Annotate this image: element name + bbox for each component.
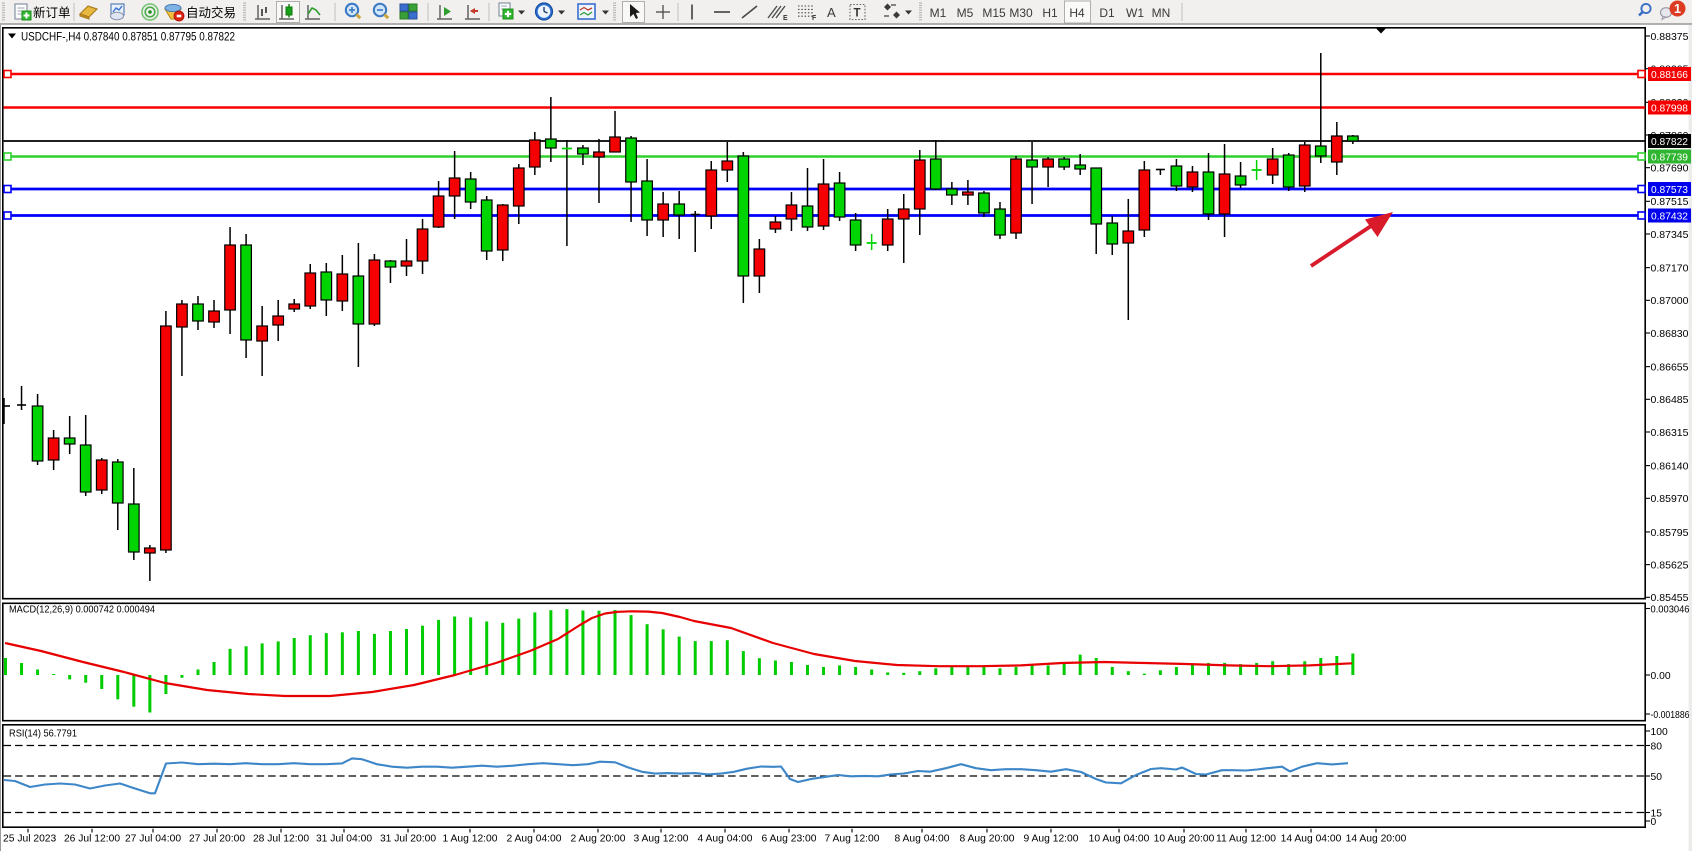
svg-text:80: 80 [1651,741,1663,752]
svg-text:7 Aug 12:00: 7 Aug 12:00 [825,834,880,845]
svg-text:T: T [854,8,861,20]
svg-text:0.85795: 0.85795 [1651,528,1689,539]
svg-text:F: F [812,15,817,22]
svg-text:15: 15 [1651,808,1663,819]
svg-text:0.00: 0.00 [1651,671,1671,682]
svg-text:0: 0 [1651,817,1657,828]
svg-text:0.87573: 0.87573 [1651,185,1688,196]
svg-text:50: 50 [1651,772,1663,783]
svg-text:M15: M15 [982,6,1006,20]
svg-text:0.85970: 0.85970 [1651,494,1689,505]
svg-text:0.87432: 0.87432 [1651,211,1688,222]
svg-text:11 Aug 12:00: 11 Aug 12:00 [1216,834,1276,845]
svg-text:0.87998: 0.87998 [1651,103,1688,114]
svg-text:M1: M1 [930,6,947,20]
svg-text:USDCHF-,H4 0.87840 0.87851 0.: USDCHF-,H4 0.87840 0.87851 0.87795 0.878… [21,30,235,44]
svg-text:0.86315: 0.86315 [1651,428,1689,439]
svg-text:W1: W1 [1126,6,1144,20]
svg-text:0.86655: 0.86655 [1651,362,1689,373]
svg-text:31 Jul 04:00: 31 Jul 04:00 [316,834,372,845]
svg-text:0.87690: 0.87690 [1651,163,1689,174]
svg-text:0.87822: 0.87822 [1651,137,1688,148]
svg-text:H1: H1 [1042,6,1058,20]
svg-text:E: E [783,15,788,22]
svg-text:31 Jul 20:00: 31 Jul 20:00 [380,834,436,845]
svg-text:RSI(14) 56.7791: RSI(14) 56.7791 [9,728,77,740]
svg-text:14 Aug 20:00: 14 Aug 20:00 [1346,834,1407,845]
svg-text:8 Aug 04:00: 8 Aug 04:00 [895,834,950,845]
svg-text:2 Aug 20:00: 2 Aug 20:00 [571,834,626,845]
svg-text:0.87515: 0.87515 [1651,197,1689,208]
svg-text:9 Aug 12:00: 9 Aug 12:00 [1024,834,1079,845]
svg-text:100: 100 [1651,727,1668,738]
svg-text:10 Aug 20:00: 10 Aug 20:00 [1154,834,1215,845]
svg-text:0.87170: 0.87170 [1651,263,1689,274]
svg-text:0.86485: 0.86485 [1651,395,1689,406]
svg-text:8 Aug 20:00: 8 Aug 20:00 [960,834,1015,845]
svg-text:A: A [827,5,836,20]
svg-text:0.87345: 0.87345 [1651,230,1689,241]
svg-text:6 Aug 23:00: 6 Aug 23:00 [762,834,817,845]
svg-text:H4: H4 [1069,6,1085,20]
svg-text:0.85625: 0.85625 [1651,560,1689,571]
svg-text:14 Aug 04:00: 14 Aug 04:00 [1281,834,1342,845]
svg-text:0.003046: 0.003046 [1651,604,1690,615]
svg-text:M5: M5 [957,6,974,20]
svg-text:0.88166: 0.88166 [1651,70,1688,81]
svg-text:3 Aug 12:00: 3 Aug 12:00 [634,834,689,845]
svg-text:M30: M30 [1009,6,1033,20]
svg-text:28 Jul 12:00: 28 Jul 12:00 [253,834,309,845]
svg-text:MN: MN [1152,6,1171,20]
svg-text:10 Aug 04:00: 10 Aug 04:00 [1089,834,1150,845]
svg-text:MACD(12,26,9) 0.000742 0.00049: MACD(12,26,9) 0.000742 0.000494 [9,604,155,616]
svg-text:27 Jul 04:00: 27 Jul 04:00 [125,834,181,845]
svg-text:1 Aug 12:00: 1 Aug 12:00 [443,834,498,845]
svg-text:D1: D1 [1099,6,1115,20]
svg-text:1: 1 [1674,2,1681,16]
svg-text:自动交易: 自动交易 [186,5,236,20]
svg-text:26 Jul 12:00: 26 Jul 12:00 [64,834,120,845]
svg-text:27 Jul 20:00: 27 Jul 20:00 [189,834,245,845]
svg-text:新订单: 新订单 [33,5,71,20]
svg-text:2 Aug 04:00: 2 Aug 04:00 [507,834,562,845]
svg-text:25 Jul 2023: 25 Jul 2023 [3,834,57,845]
svg-text:4 Aug 04:00: 4 Aug 04:00 [698,834,753,845]
svg-text:0.86830: 0.86830 [1651,329,1689,340]
svg-text:0.87739: 0.87739 [1651,152,1688,163]
svg-text:-0.001886: -0.001886 [1651,710,1690,721]
svg-text:0.88375: 0.88375 [1651,32,1689,43]
svg-text:0.85455: 0.85455 [1651,593,1689,604]
svg-text:0.87000: 0.87000 [1651,296,1689,307]
svg-text:0.86140: 0.86140 [1651,461,1689,472]
